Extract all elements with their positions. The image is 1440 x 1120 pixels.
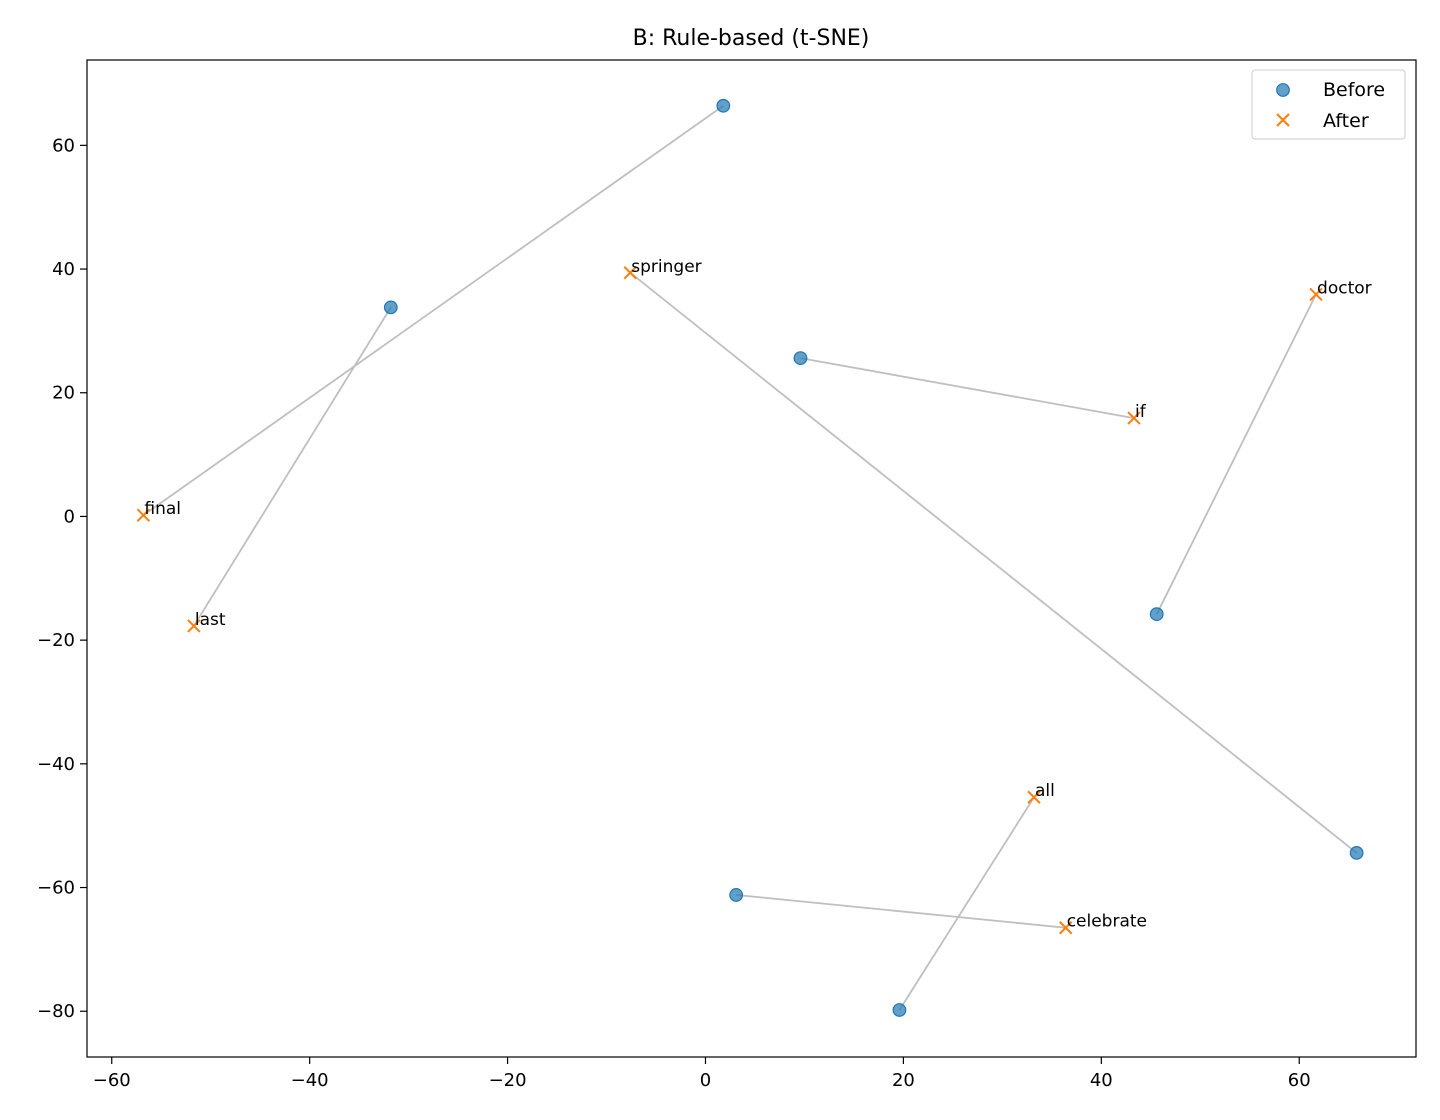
connector-line (142, 105, 724, 516)
x-tick-label: 20 (892, 1070, 915, 1091)
after-point (623, 266, 637, 280)
connector-line (800, 357, 1135, 419)
legend: Before After (1251, 69, 1406, 140)
point-label: final (144, 499, 181, 519)
x-tick-label: 0 (700, 1070, 711, 1091)
before-point (716, 98, 731, 113)
y-tick-label: −80 (37, 1001, 75, 1022)
connector-line (629, 272, 1358, 854)
y-tick-label: −20 (37, 630, 75, 651)
axes-frame (86, 59, 1417, 1058)
before-point (729, 888, 744, 902)
after-point (1058, 921, 1073, 935)
point-label: all (1035, 781, 1055, 801)
connectors-layer (142, 105, 1358, 1011)
connector-line (193, 306, 392, 627)
y-tick-label: 0 (64, 506, 75, 527)
plot-area: final last springer if doctor all celebrate (136, 98, 1372, 1017)
y-axis: −80 −60 −40 −20 0 20 40 60 (37, 135, 87, 1022)
after-point (1027, 790, 1041, 804)
before-point (1149, 607, 1164, 622)
point-label: celebrate (1067, 912, 1147, 932)
after-point (187, 619, 201, 633)
legend-before-marker (1276, 83, 1290, 97)
before-series (383, 98, 1364, 1017)
y-tick-label: −60 (37, 878, 75, 899)
connector-line (898, 796, 1035, 1011)
point-label: doctor (1317, 278, 1372, 298)
y-tick-label: 40 (52, 259, 75, 280)
x-axis: −60 −40 −20 0 20 40 60 (93, 1057, 1311, 1091)
x-tick-label: −40 (291, 1070, 329, 1091)
y-tick-label: −40 (37, 754, 75, 775)
after-point (1309, 287, 1323, 302)
before-point (892, 1003, 907, 1017)
chart-title: B: Rule-based (t-SNE) (633, 26, 870, 51)
after-point (136, 508, 151, 522)
point-label: springer (631, 257, 701, 277)
x-tick-label: −60 (93, 1070, 131, 1091)
legend-before-label: Before (1323, 79, 1385, 101)
point-labels: final last springer if doctor all celebrate (144, 257, 1371, 932)
x-tick-label: −20 (489, 1070, 527, 1091)
legend-after-marker (1276, 113, 1290, 127)
y-tick-label: 20 (52, 383, 75, 404)
y-tick-label: 60 (52, 135, 75, 156)
connector-line (1155, 294, 1317, 615)
before-point (793, 351, 808, 366)
before-point (1349, 845, 1364, 860)
x-tick-label: 60 (1288, 1070, 1311, 1091)
legend-after-label: After (1323, 110, 1369, 132)
point-label: last (195, 610, 226, 630)
after-series (136, 266, 1323, 935)
connector-line (736, 894, 1066, 929)
legend-box (1251, 69, 1406, 140)
x-tick-label: 40 (1090, 1070, 1113, 1091)
point-label: if (1135, 402, 1147, 422)
after-point (1127, 411, 1141, 425)
before-point (383, 300, 398, 315)
